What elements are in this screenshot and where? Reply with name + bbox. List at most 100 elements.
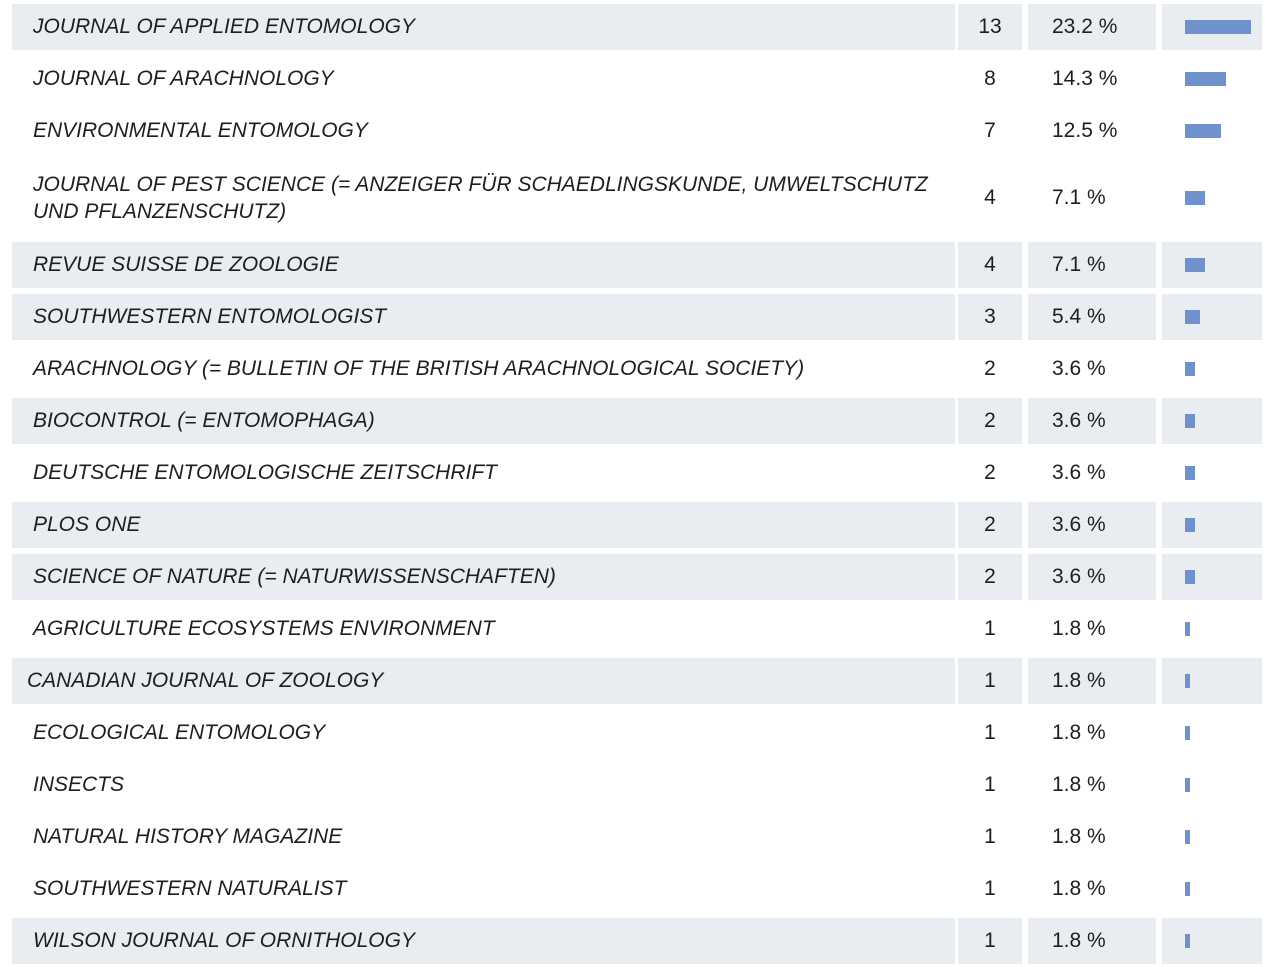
table-row: PLOS ONE 2 3.6 % [0, 499, 1265, 551]
journal-name: INSECTS [33, 773, 125, 797]
count: 1 [958, 658, 1022, 704]
journal-name: BIOCONTROL (= ENTOMOPHAGA) [12, 398, 955, 444]
count: 1 [984, 617, 996, 640]
bar [1185, 72, 1226, 86]
journal-name: REVUE SUISSE DE ZOOLOGIE [12, 242, 955, 288]
journal-name: JOURNAL OF PEST SCIENCE (= ANZEIGER FÜR … [33, 172, 928, 223]
journal-name: SCIENCE OF NATURE (= NATURWISSENSCHAFTEN… [12, 554, 955, 600]
percent: 3.6 % [1052, 357, 1106, 380]
percent: 7.1 % [1052, 186, 1106, 209]
percent: 1.8 % [1028, 658, 1156, 704]
count: 7 [984, 119, 996, 142]
bar [1185, 124, 1221, 138]
journal-name: SOUTHWESTERN NATURALIST [33, 877, 347, 901]
bar-cell [1162, 918, 1262, 964]
percent: 5.4 % [1028, 294, 1156, 340]
bar-cell [1162, 658, 1262, 704]
journal-name: ECOLOGICAL ENTOMOLOGY [33, 721, 326, 745]
bar [1185, 622, 1191, 636]
table-row: JOURNAL OF PEST SCIENCE (= ANZEIGER FÜR … [0, 157, 1265, 239]
bar [1185, 726, 1191, 740]
journal-name: DEUTSCHE ENTOMOLOGISCHE ZEITSCHRIFT [33, 461, 497, 485]
count: 2 [958, 502, 1022, 548]
bar-cell [1162, 710, 1262, 756]
bar [1185, 466, 1196, 480]
bar [1185, 20, 1251, 34]
journal-name: ARACHNOLOGY (= BULLETIN OF THE BRITISH A… [33, 357, 805, 381]
percent: 1.8 % [1052, 825, 1106, 848]
count: 1 [984, 773, 996, 796]
percent: 7.1 % [1028, 242, 1156, 288]
percent: 12.5 % [1052, 119, 1118, 142]
count: 2 [984, 461, 996, 484]
bar [1185, 778, 1191, 792]
bar [1185, 258, 1206, 272]
bar-cell [1162, 398, 1262, 444]
bar-cell [1162, 294, 1262, 340]
journal-name: ENVIRONMENTAL ENTOMOLOGY [33, 119, 368, 143]
bar-cell [1162, 56, 1262, 102]
table-row: ECOLOGICAL ENTOMOLOGY 1 1.8 % [0, 707, 1265, 759]
count: 3 [958, 294, 1022, 340]
bar [1185, 570, 1196, 584]
count: 1 [984, 825, 996, 848]
table-row: CANADIAN JOURNAL OF ZOOLOGY 1 1.8 % [0, 655, 1265, 707]
bar-cell [1162, 4, 1262, 50]
journal-name: JOURNAL OF ARACHNOLOGY [33, 67, 334, 91]
percent: 3.6 % [1028, 554, 1156, 600]
table-row: SOUTHWESTERN ENTOMOLOGIST 3 5.4 % [0, 291, 1265, 343]
bar [1185, 362, 1196, 376]
percent: 3.6 % [1028, 398, 1156, 444]
count: 8 [984, 67, 996, 90]
bar-cell [1162, 866, 1262, 912]
table-row: ENVIRONMENTAL ENTOMOLOGY 7 12.5 % [0, 105, 1265, 157]
journal-name: SOUTHWESTERN ENTOMOLOGIST [12, 294, 955, 340]
table-row: JOURNAL OF ARACHNOLOGY 8 14.3 % [0, 53, 1265, 105]
bar-cell [1162, 502, 1262, 548]
table-row: SOUTHWESTERN NATURALIST 1 1.8 % [0, 863, 1265, 915]
bar [1185, 414, 1196, 428]
journal-name: WILSON JOURNAL OF ORNITHOLOGY [12, 918, 955, 964]
bar-cell [1162, 762, 1262, 808]
table-row: JOURNAL OF APPLIED ENTOMOLOGY 13 23.2 % [0, 1, 1265, 53]
percent: 14.3 % [1052, 67, 1118, 90]
bar [1185, 674, 1191, 688]
table-row: DEUTSCHE ENTOMOLOGISCHE ZEITSCHRIFT 2 3.6 … [0, 447, 1265, 499]
count: 1 [958, 918, 1022, 964]
count: 4 [958, 242, 1022, 288]
bar-cell [1162, 160, 1262, 236]
count: 13 [958, 4, 1022, 50]
bar-cell [1162, 450, 1262, 496]
count: 1 [984, 721, 996, 744]
bar [1185, 830, 1191, 844]
bar [1185, 934, 1191, 948]
table-row: NATURAL HISTORY MAGAZINE 1 1.8 % [0, 811, 1265, 863]
journal-name: JOURNAL OF APPLIED ENTOMOLOGY [12, 4, 955, 50]
bar [1185, 310, 1201, 324]
count: 2 [958, 554, 1022, 600]
percent: 1.8 % [1052, 877, 1106, 900]
journal-name: PLOS ONE [12, 502, 955, 548]
percent: 1.8 % [1028, 918, 1156, 964]
table-row: WILSON JOURNAL OF ORNITHOLOGY 1 1.8 % [0, 915, 1265, 967]
table-row: REVUE SUISSE DE ZOOLOGIE 4 7.1 % [0, 239, 1265, 291]
bar-cell [1162, 242, 1262, 288]
journal-name: CANADIAN JOURNAL OF ZOOLOGY [12, 658, 955, 704]
bar-cell [1162, 346, 1262, 392]
percent: 23.2 % [1028, 4, 1156, 50]
table-row: INSECTS 1 1.8 % [0, 759, 1265, 811]
count: 1 [984, 877, 996, 900]
bar-cell [1162, 814, 1262, 860]
percent: 1.8 % [1052, 773, 1106, 796]
bar-cell [1162, 108, 1262, 154]
bar [1185, 882, 1191, 896]
table-row: SCIENCE OF NATURE (= NATURWISSENSCHAFTEN… [0, 551, 1265, 603]
bar [1185, 191, 1206, 205]
table-row: AGRICULTURE ECOSYSTEMS ENVIRONMENT 1 1.8 % [0, 603, 1265, 655]
percent: 3.6 % [1052, 461, 1106, 484]
journal-name: NATURAL HISTORY MAGAZINE [33, 825, 343, 849]
percent: 1.8 % [1052, 721, 1106, 744]
percent: 3.6 % [1028, 502, 1156, 548]
count: 2 [984, 357, 996, 380]
journal-name: AGRICULTURE ECOSYSTEMS ENVIRONMENT [33, 617, 495, 641]
